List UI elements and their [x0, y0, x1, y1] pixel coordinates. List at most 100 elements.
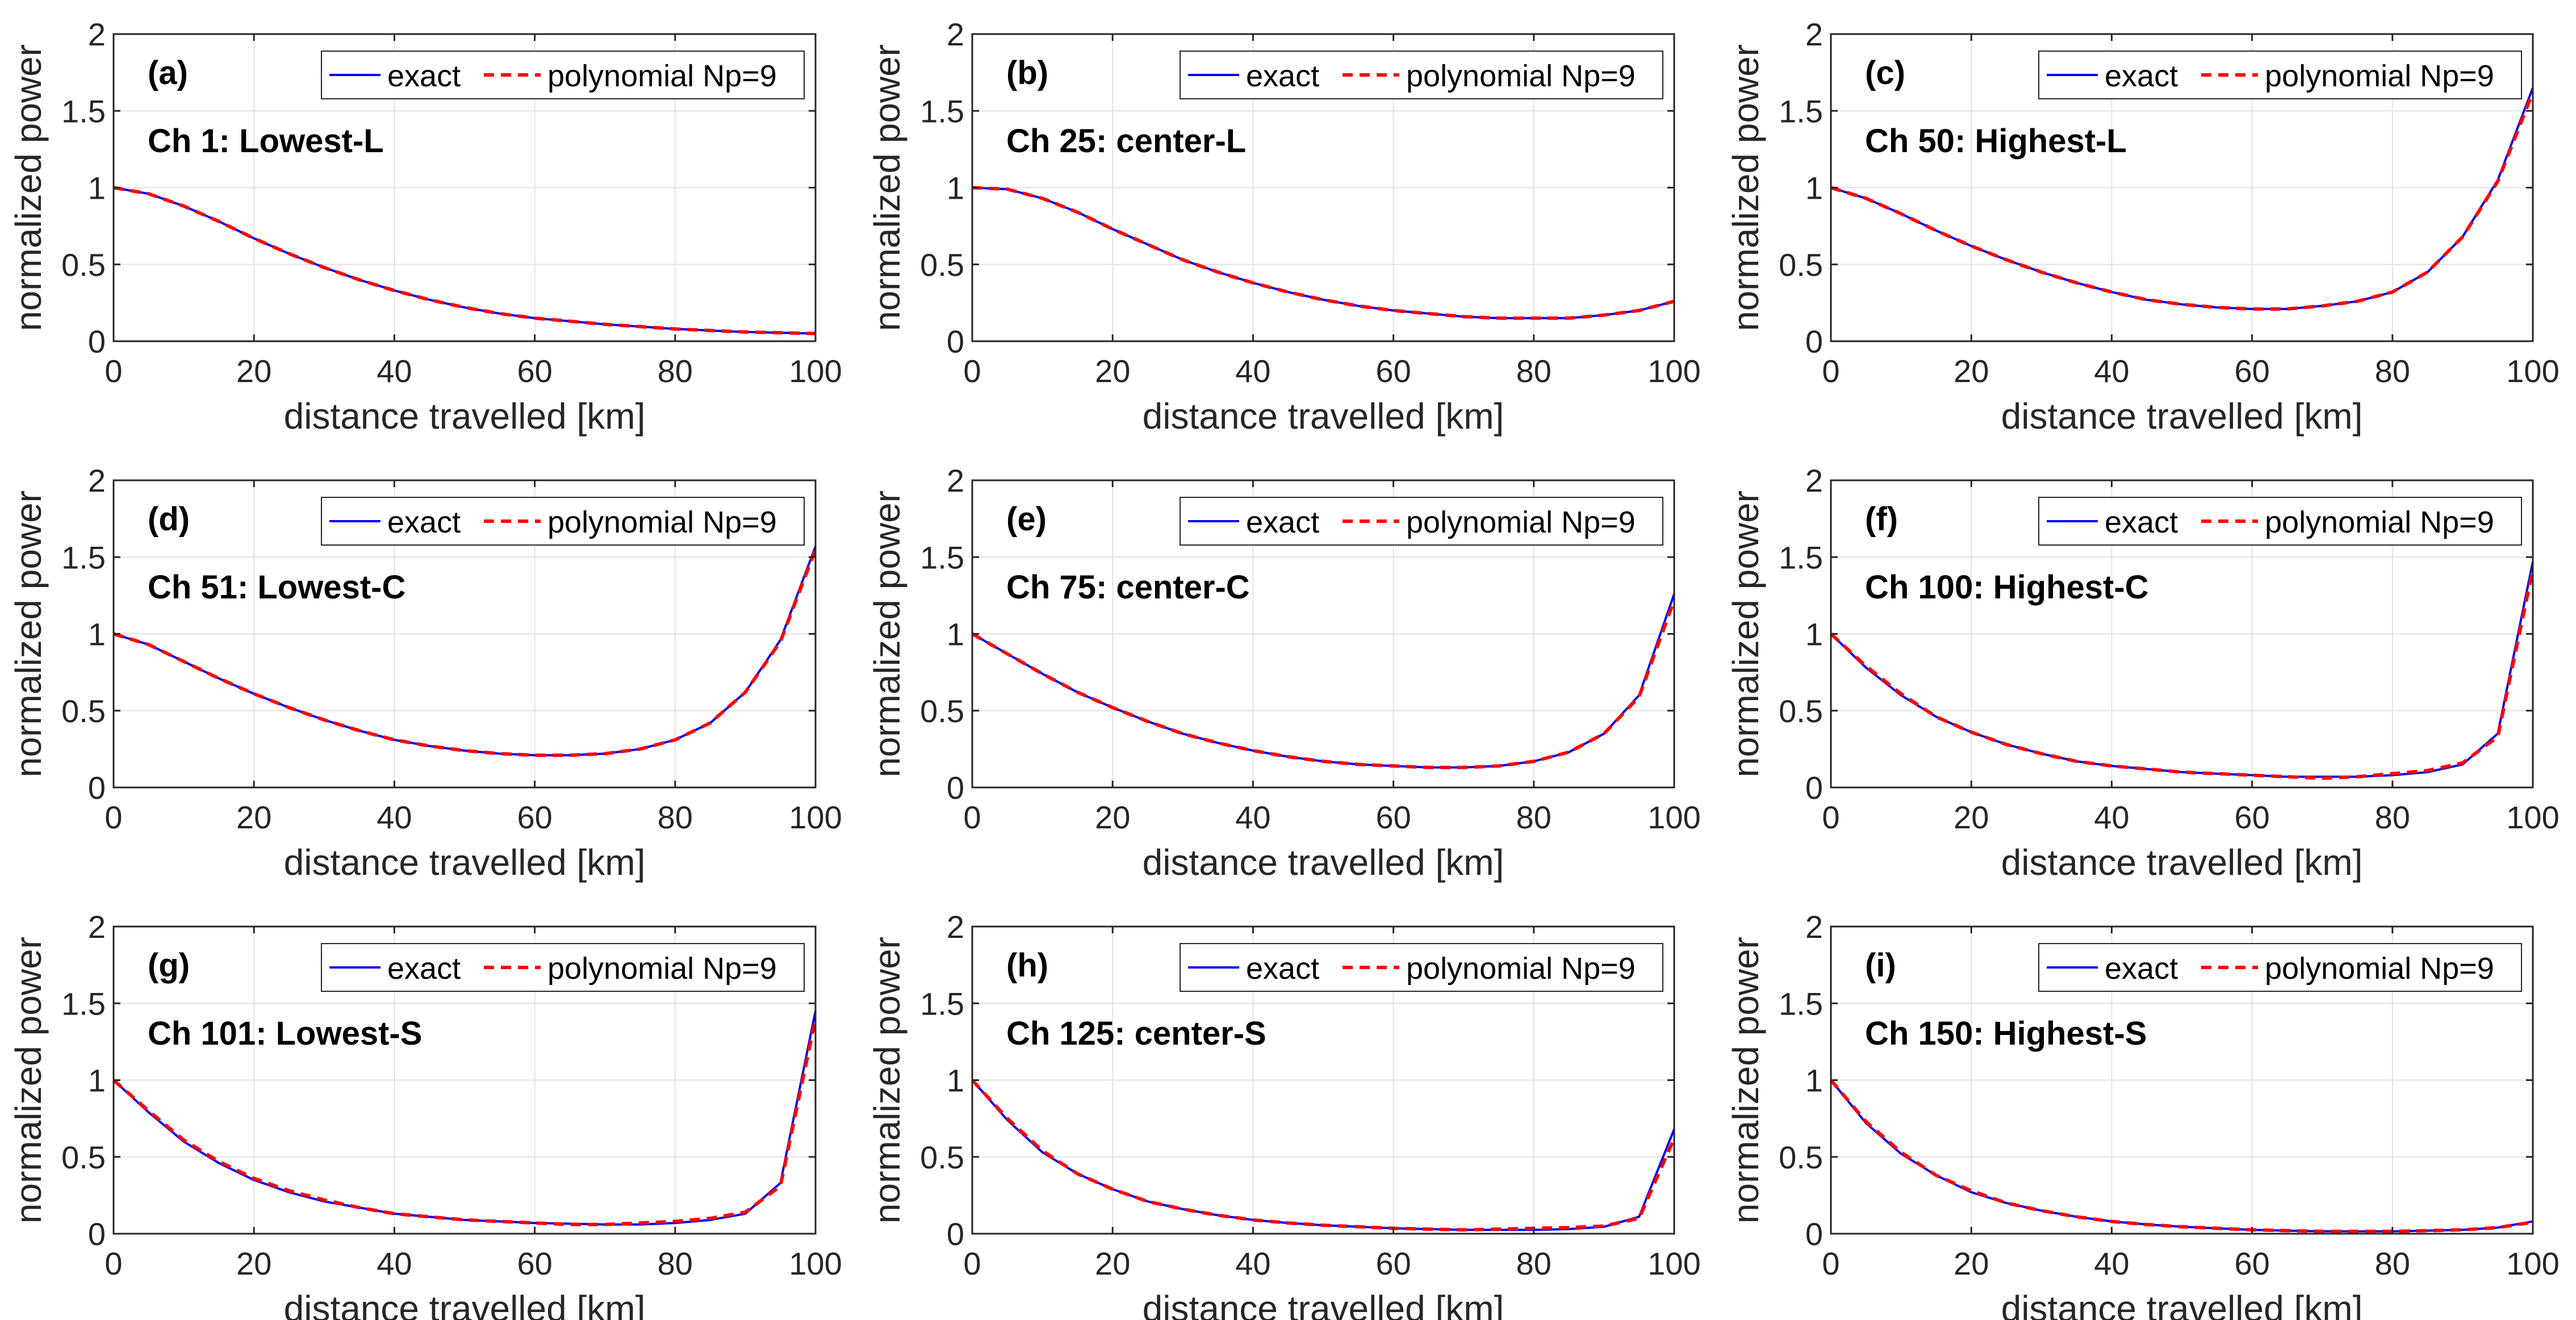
chart-panel: 0 20 40 60 80 100 0 0.5 1 1.5 2 distance travelled … — [1725, 16, 2560, 437]
x-tick-label: 0 — [1822, 1246, 1839, 1281]
legend-label-polynomial: polynomial Np=9 — [1406, 59, 1636, 93]
y-tick-label: 2 — [947, 909, 964, 945]
x-tick-label: 0 — [963, 799, 981, 835]
legend-label-polynomial: polynomial Np=9 — [2265, 952, 2494, 986]
x-tick-label: 0 — [963, 353, 981, 389]
series-line-polynomial — [1830, 91, 2535, 311]
channel-title: Ch 50: Highest-L — [1865, 123, 2127, 160]
x-tick-label: 0 — [1822, 799, 1839, 835]
legend-label-exact: exact — [387, 952, 461, 986]
y-tick-label: 2 — [1805, 463, 1823, 498]
y-tick-label: 0.5 — [61, 247, 106, 283]
y-axis-label: normalized power — [8, 491, 49, 777]
y-tick-label: 1.5 — [1779, 539, 1823, 575]
series-line-polynomial — [113, 186, 816, 336]
x-tick-label: 0 — [1822, 353, 1839, 389]
channel-title: Ch 101: Lowest-S — [148, 1015, 422, 1052]
y-tick-label: 0.5 — [920, 693, 964, 729]
x-tick-label: 60 — [1375, 353, 1411, 389]
y-tick-label: 1.5 — [61, 93, 106, 129]
series-line-polynomial — [972, 186, 1675, 320]
y-axis-label: normalized power — [1725, 937, 1766, 1223]
panel-label: (g) — [148, 947, 190, 984]
y-tick-label: 1.5 — [61, 986, 106, 1021]
y-tick-label: 1 — [1805, 1063, 1823, 1099]
x-tick-label: 100 — [789, 353, 842, 389]
legend-label-polynomial: polynomial Np=9 — [547, 59, 777, 93]
series-line-polynomial — [1829, 1079, 2533, 1233]
y-tick-label: 0 — [88, 770, 106, 806]
channel-title: Ch 51: Lowest-C — [148, 569, 405, 606]
x-tick-label: 40 — [1235, 1246, 1270, 1281]
y-tick-label: 0 — [947, 770, 964, 806]
series-line-polynomial — [112, 1018, 817, 1226]
y-tick-label: 0.5 — [61, 1139, 106, 1175]
x-tick-label: 0 — [104, 1246, 122, 1281]
x-tick-label: 60 — [2234, 799, 2269, 835]
x-tick-label: 100 — [789, 799, 842, 835]
x-tick-label: 60 — [1375, 1246, 1411, 1281]
legend-label-polynomial: polynomial Np=9 — [1406, 505, 1636, 539]
x-tick-label: 60 — [517, 353, 552, 389]
y-tick-label: 1.5 — [920, 93, 964, 129]
legend-label-polynomial: polynomial Np=9 — [547, 952, 777, 986]
x-tick-label: 60 — [517, 799, 552, 835]
panel-label: (d) — [148, 501, 190, 538]
legend-label-exact: exact — [2105, 59, 2178, 93]
legend-box — [1180, 943, 1663, 992]
y-tick-label: 0.5 — [1779, 693, 1823, 729]
legend-box — [321, 51, 805, 99]
x-tick-label: 100 — [2506, 1246, 2559, 1281]
legend-label-exact: exact — [1246, 505, 1319, 539]
x-axis-label: distance travelled [km] — [2001, 396, 2363, 437]
x-tick-label: 60 — [2234, 1246, 2269, 1281]
panel-label: (b) — [1006, 55, 1048, 91]
legend-label-exact: exact — [2105, 505, 2178, 539]
chart-panel: 0 20 40 60 80 100 0 0.5 1 1.5 2 distance travelled … — [867, 909, 1701, 1320]
x-tick-label: 80 — [2375, 353, 2410, 389]
legend-label-polynomial: polynomial Np=9 — [2265, 59, 2494, 93]
y-tick-label: 2 — [88, 909, 106, 945]
y-tick-label: 0 — [88, 324, 106, 359]
legend-label-polynomial: polynomial Np=9 — [1406, 952, 1636, 986]
legend-label-polynomial: polynomial Np=9 — [2265, 505, 2494, 539]
chart-panel: 0 20 40 60 80 100 0 0.5 1 1.5 2 distance travelled … — [8, 463, 842, 883]
y-tick-label: 2 — [1805, 16, 1823, 52]
legend-box — [2038, 497, 2522, 546]
x-tick-label: 100 — [2506, 353, 2559, 389]
x-tick-label: 80 — [1516, 1246, 1552, 1281]
y-tick-label: 0.5 — [920, 1139, 964, 1175]
legend-label-exact: exact — [2105, 952, 2178, 986]
legend-box — [321, 943, 805, 992]
x-tick-label: 80 — [2375, 1246, 2410, 1281]
x-tick-label: 20 — [1954, 1246, 1989, 1281]
x-tick-label: 20 — [236, 353, 271, 389]
x-tick-label: 80 — [658, 799, 693, 835]
legend-label-exact: exact — [1246, 59, 1319, 93]
x-axis-label: distance travelled [km] — [284, 842, 646, 883]
y-tick-label: 2 — [947, 16, 964, 52]
panel-label: (a) — [148, 55, 188, 91]
x-tick-label: 100 — [1647, 353, 1700, 389]
legend-label-polynomial: polynomial Np=9 — [547, 505, 777, 539]
chart-panel: 0 20 40 60 80 100 0 0.5 1 1.5 2 distance travelled … — [867, 463, 1701, 883]
y-tick-label: 0.5 — [1779, 1139, 1823, 1175]
y-tick-label: 2 — [88, 463, 106, 498]
chart-panel: 0 20 40 60 80 100 0 0.5 1 1.5 2 distance travelled … — [1725, 463, 2560, 883]
y-axis-label: normalized power — [867, 491, 908, 777]
chart-panel: 0 20 40 60 80 100 0 0.5 1 1.5 2 distance travelled … — [8, 909, 842, 1320]
y-tick-label: 1.5 — [61, 539, 106, 575]
channel-title: Ch 75: center-C — [1006, 569, 1250, 606]
x-tick-label: 100 — [1647, 799, 1700, 835]
x-tick-label: 80 — [658, 1246, 693, 1281]
y-tick-label: 1.5 — [1779, 93, 1823, 129]
y-tick-label: 1.5 — [920, 986, 964, 1021]
x-axis-label: distance travelled [km] — [1143, 842, 1504, 883]
y-tick-label: 0 — [88, 1216, 106, 1252]
legend-box — [321, 497, 805, 546]
x-tick-label: 40 — [377, 799, 412, 835]
channel-title: Ch 25: center-L — [1006, 123, 1246, 160]
x-tick-label: 40 — [377, 1246, 412, 1281]
x-tick-label: 80 — [658, 353, 693, 389]
series-line-polynomial — [971, 1079, 1676, 1232]
